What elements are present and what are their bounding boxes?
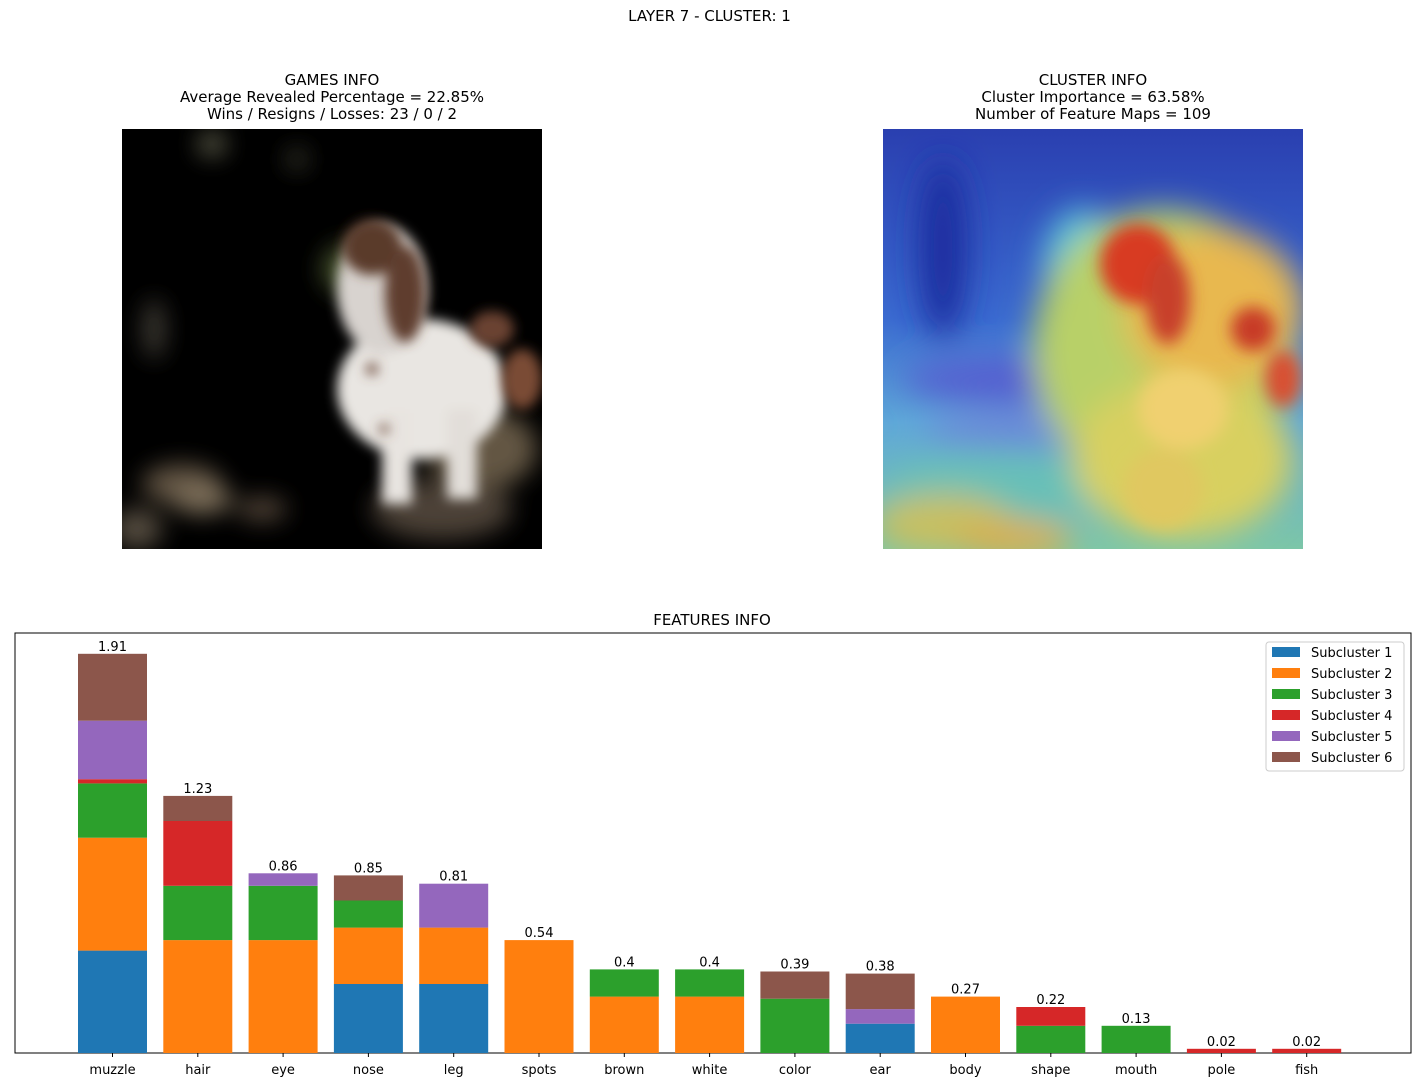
total-label-nose: 0.85: [354, 861, 383, 876]
legend-swatch-subcluster-3: [1272, 689, 1300, 699]
bar-shape-subcluster-3: [1016, 1025, 1086, 1053]
x-tick-label-white: white: [692, 1063, 728, 1078]
x-tick-label-eye: eye: [271, 1063, 295, 1078]
chart-title: FEATURES INFO: [653, 611, 771, 629]
bar-shape-subcluster-4: [1016, 1007, 1086, 1026]
bar-hair-subcluster-4: [163, 821, 233, 886]
bar-pole-subcluster-4: [1186, 1048, 1256, 1053]
total-label-white: 0.4: [699, 955, 720, 970]
bar-leg-subcluster-1: [419, 984, 489, 1053]
total-label-body: 0.27: [951, 983, 980, 998]
masked-dog-image: [122, 129, 542, 549]
games-info-title-block: GAMES INFO Average Revealed Percentage =…: [32, 72, 632, 123]
bar-leg-subcluster-2: [419, 927, 489, 984]
legend-swatch-subcluster-2: [1272, 668, 1300, 678]
total-label-leg: 0.81: [439, 870, 468, 885]
x-tick-label-muzzle: muzzle: [89, 1063, 135, 1078]
x-ticks-layer: muzzle hair eye nose leg spots brown white color…: [89, 1053, 1318, 1078]
x-tick-label-color: color: [779, 1063, 812, 1078]
bar-mouth-subcluster-3: [1101, 1025, 1171, 1053]
bar-ear-subcluster-5: [845, 1009, 915, 1024]
bar-spots-subcluster-2: [504, 940, 574, 1053]
bar-ear-subcluster-6: [845, 973, 915, 1010]
bars-layer: [78, 653, 1342, 1053]
total-label-hair: 1.23: [183, 782, 212, 797]
bar-hair-subcluster-2: [163, 940, 233, 1053]
total-label-spots: 0.54: [525, 926, 554, 941]
games-info-record: Wins / Resigns / Losses: 23 / 0 / 2: [206, 105, 458, 123]
total-label-brown: 0.4: [614, 955, 635, 970]
legend-label-subcluster-3: Subcluster 3: [1311, 688, 1392, 703]
bar-muzzle-subcluster-5: [78, 720, 147, 780]
games-info-avg-revealed: Average Revealed Percentage = 22.85%: [179, 88, 484, 106]
total-label-fish: 0.02: [1292, 1035, 1321, 1050]
chart-legend: Subcluster 1 Subcluster 2 Subcluster 3 Subc…: [1265, 641, 1405, 772]
bar-hair-subcluster-3: [163, 885, 233, 941]
legend-label-subcluster-4: Subcluster 4: [1311, 709, 1392, 724]
total-label-color: 0.39: [780, 958, 809, 973]
bar-brown-subcluster-2: [589, 996, 659, 1053]
x-tick-label-fish: fish: [1295, 1063, 1318, 1078]
bar-fish-subcluster-4: [1272, 1048, 1342, 1053]
bar-eye-subcluster-5: [248, 873, 318, 886]
x-tick-label-brown: brown: [604, 1063, 644, 1078]
total-labels-layer: 1.91 1.23 0.86 0.85 0.81 0.54 0.4 0.4 0.39 0.38 0.…: [98, 640, 1321, 1050]
bar-eye-subcluster-2: [248, 940, 318, 1053]
x-tick-label-spots: spots: [522, 1063, 557, 1078]
bar-nose-subcluster-2: [333, 927, 403, 984]
cluster-heatmap-image: [883, 129, 1303, 549]
total-label-shape: 0.22: [1036, 993, 1065, 1008]
total-label-mouth: 0.13: [1122, 1012, 1151, 1027]
bar-hair-subcluster-6: [163, 795, 233, 821]
x-tick-label-nose: nose: [353, 1063, 384, 1078]
cluster-info-title: CLUSTER INFO: [1038, 71, 1148, 89]
bar-color-subcluster-3: [760, 998, 830, 1053]
x-tick-label-body: body: [949, 1063, 981, 1078]
x-tick-label-pole: pole: [1207, 1063, 1235, 1078]
legend-swatch-subcluster-4: [1272, 710, 1300, 720]
legend-frame: [1265, 641, 1405, 772]
bar-muzzle-subcluster-3: [78, 783, 147, 838]
legend-label-subcluster-2: Subcluster 2: [1311, 667, 1392, 682]
total-label-eye: 0.86: [269, 859, 298, 874]
bar-ear-subcluster-1: [845, 1023, 915, 1053]
heatmap-graphic: [883, 129, 1303, 549]
bar-white-subcluster-2: [675, 996, 745, 1053]
bar-nose-subcluster-6: [333, 875, 403, 901]
bar-eye-subcluster-3: [248, 885, 318, 941]
total-label-ear: 0.38: [866, 960, 895, 975]
legend-swatch-subcluster-1: [1272, 647, 1300, 657]
x-tick-label-leg: leg: [444, 1063, 464, 1078]
bar-white-subcluster-3: [675, 969, 745, 997]
legend-label-subcluster-1: Subcluster 1: [1311, 646, 1392, 661]
x-tick-label-shape: shape: [1031, 1063, 1070, 1078]
total-label-pole: 0.02: [1207, 1035, 1236, 1050]
x-tick-label-ear: ear: [870, 1063, 892, 1078]
bar-nose-subcluster-3: [333, 900, 403, 928]
cluster-info-title-block: CLUSTER INFO Cluster Importance = 63.58%…: [793, 72, 1393, 123]
x-tick-label-mouth: mouth: [1115, 1063, 1157, 1078]
bar-leg-subcluster-5: [419, 883, 489, 928]
legend-swatch-subcluster-6: [1272, 752, 1300, 762]
cluster-info-importance: Cluster Importance = 63.58%: [981, 88, 1205, 106]
cluster-info-feature-maps: Number of Feature Maps = 109: [975, 105, 1211, 123]
figure-suptitle: LAYER 7 - CLUSTER: 1: [628, 7, 791, 25]
bar-muzzle-subcluster-2: [78, 837, 147, 951]
bar-muzzle-subcluster-1: [78, 950, 147, 1053]
bar-nose-subcluster-1: [333, 984, 403, 1053]
legend-label-subcluster-6: Subcluster 6: [1311, 751, 1392, 766]
bar-color-subcluster-6: [760, 971, 830, 999]
x-tick-label-hair: hair: [185, 1063, 211, 1078]
bar-brown-subcluster-3: [589, 969, 659, 997]
masked-dog-graphic: [122, 129, 542, 549]
legend-label-subcluster-5: Subcluster 5: [1311, 730, 1392, 745]
total-label-muzzle: 1.91: [98, 640, 127, 655]
bar-muzzle-subcluster-4: [78, 779, 147, 784]
features-stacked-bar-chart: FEATURES INFO muzzle hair eye nose leg spots b…: [14, 611, 1412, 1078]
bar-muzzle-subcluster-6: [78, 653, 147, 721]
legend-swatch-subcluster-5: [1272, 731, 1300, 741]
games-info-title: GAMES INFO: [284, 71, 380, 89]
bar-body-subcluster-2: [931, 996, 1000, 1053]
